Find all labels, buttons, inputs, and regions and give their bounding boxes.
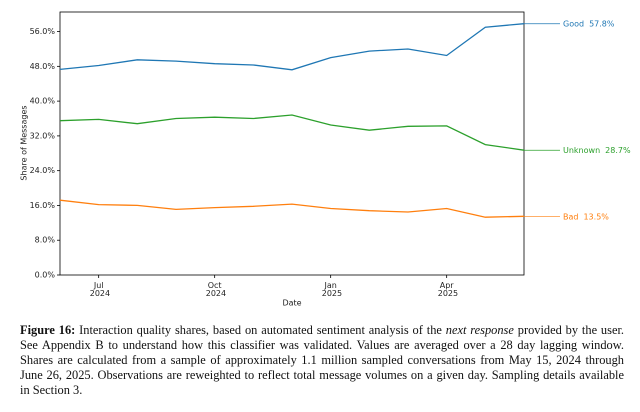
- end-value-label: 28.7%: [605, 146, 631, 155]
- x-tick-label: Jan 2025: [319, 281, 342, 298]
- y-tick-label: 48.0%: [30, 62, 56, 71]
- end-value-label: 57.8%: [589, 19, 615, 28]
- legend-name: Bad: [563, 212, 578, 221]
- series-line: [59, 199, 525, 218]
- x-tick-label: Jul 2024: [87, 281, 110, 298]
- y-tick-label: 16.0%: [30, 201, 56, 210]
- end-value-label: 13.5%: [583, 212, 609, 221]
- y-tick-label: 32.0%: [30, 131, 56, 140]
- y-tick-label: 0.0%: [35, 271, 56, 280]
- y-tick-label: 56.0%: [30, 27, 56, 36]
- caption-emphasis: next response: [445, 323, 514, 337]
- end-label: Bad 13.5%: [563, 212, 609, 221]
- x-tick-label: Oct 2024: [203, 281, 226, 298]
- series-line: [59, 114, 525, 151]
- plot-frame: [59, 11, 525, 276]
- y-axis-label: Share of Messages: [20, 105, 29, 180]
- y-tick-label: 8.0%: [35, 236, 56, 245]
- x-tick-label: Apr 2025: [435, 281, 458, 298]
- legend-name: Good: [563, 19, 584, 28]
- series-line: [59, 23, 525, 71]
- caption-text: provided by the user. See Appendix B to …: [20, 323, 624, 397]
- end-label: Unknown 28.7%: [563, 146, 631, 155]
- legend-name: Unknown: [563, 146, 600, 155]
- y-tick-label: 24.0%: [30, 166, 56, 175]
- end-label: Good 57.8%: [563, 19, 615, 28]
- chart: Share of Messages Date 0.0% 8.0% 16.0% 24.0…: [20, 11, 631, 308]
- caption: Figure 16: Interaction quality shares, b…: [20, 323, 624, 398]
- y-tick-label: 40.0%: [30, 97, 56, 106]
- caption-label: Figure 16:: [20, 323, 76, 337]
- caption-text: Interaction quality shares, based on aut…: [75, 323, 446, 337]
- x-axis-label: Date: [282, 299, 301, 308]
